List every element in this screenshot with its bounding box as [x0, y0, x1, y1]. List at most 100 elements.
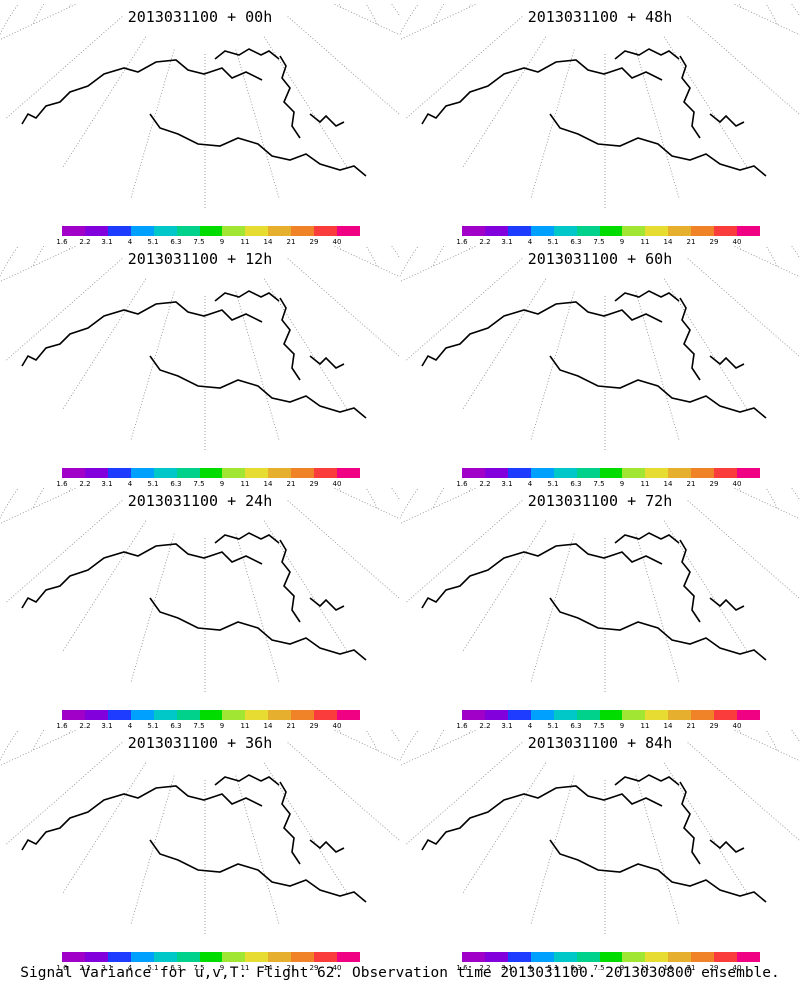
colorbar-tick-label: 9 — [619, 722, 625, 730]
variance-contour — [142, 98, 164, 114]
colorbar-tick-label: 14 — [263, 722, 273, 730]
colorbar-tick-label: 7.5 — [193, 480, 205, 488]
colorbar-swatch — [84, 952, 108, 962]
variance-contour — [685, 74, 721, 112]
variance-contour — [540, 780, 695, 782]
colorbar-tick-label: 4 — [127, 480, 133, 488]
colorbar-swatch — [645, 952, 669, 962]
coastline — [21, 774, 367, 903]
colorbar-swatch — [668, 226, 692, 236]
variance-contour — [180, 119, 232, 146]
colorbar-tick-label: 2.2 — [79, 238, 91, 246]
graticule — [0, 488, 400, 693]
graticule — [0, 730, 400, 935]
variance-contour — [550, 562, 620, 594]
colorbar-swatch — [576, 952, 600, 962]
colorbar-swatch — [268, 468, 292, 478]
variance-contour — [685, 316, 721, 354]
colorbar-swatch — [576, 468, 600, 478]
graticule — [400, 246, 800, 451]
forecast-panel: 2013031100 + 60h 1.6 2.2 3.1 4 5.1 6.3 7.5 9 11 14… — [400, 246, 800, 488]
figure-caption: Signal Variance for u,v,T. Flight 62. Ob… — [20, 965, 780, 981]
colorbar-tick-label: 29 — [709, 480, 719, 488]
colorbar-swatch — [462, 710, 485, 720]
variance-contour — [560, 555, 630, 591]
colorbar-tick-label: 14 — [663, 964, 673, 972]
variance-contour — [150, 822, 290, 873]
variance-contour — [560, 797, 630, 833]
colorbar-tick-label: 6.3 — [570, 722, 582, 730]
colorbar-swatch — [199, 226, 223, 236]
colorbar-swatch — [553, 952, 577, 962]
colorbar-tick-label: 29 — [709, 238, 719, 246]
colorbar-tick-label: 2.2 — [479, 238, 491, 246]
variance-contour — [160, 555, 230, 591]
colorbar-swatch — [553, 710, 577, 720]
colorbar-tick-label: 5.1 — [147, 480, 159, 488]
colorbar-swatch — [553, 226, 577, 236]
colorbar-tick-label: 40 — [332, 964, 342, 972]
colorbar-tick-label: 2.2 — [479, 480, 491, 488]
colorbar-tick-label: 11 — [240, 722, 250, 730]
variance-contour — [580, 603, 632, 630]
colorbar-tick-label: 6.3 — [170, 722, 182, 730]
colorbar-swatch — [737, 468, 760, 478]
colorbar-swatch — [530, 710, 554, 720]
variance-contour — [542, 582, 564, 598]
colorbar-swatch — [268, 952, 292, 962]
colorbar-swatch — [622, 226, 646, 236]
colorbar-tick-label: 7.5 — [193, 238, 205, 246]
colorbar-swatch — [668, 468, 692, 478]
colorbar-tick-label: 2.2 — [79, 480, 91, 488]
colorbar-tick-label: 5.1 — [547, 480, 559, 488]
variance-contour — [550, 793, 613, 831]
colorbar-labels: 1.6 2.2 3.1 4 5.1 6.3 7.5 9 11 14 21 29 40 — [56, 238, 366, 248]
colorbar-swatch — [507, 468, 531, 478]
colorbar-tick-label: 11 — [640, 238, 650, 246]
colorbar-tick-label: 7.5 — [593, 722, 605, 730]
variance-contour — [150, 338, 290, 389]
polar-map — [0, 730, 400, 935]
colorbar-swatch — [337, 226, 360, 236]
variance-contour — [180, 845, 232, 872]
colorbar-swatch — [714, 952, 738, 962]
coastline — [21, 290, 367, 419]
colorbar-tick-label: 11 — [240, 480, 250, 488]
colorbar-tick-label: 4 — [127, 964, 133, 972]
colorbar-swatch — [84, 710, 108, 720]
variance-contour — [540, 296, 695, 298]
colorbar-tick-label: 40 — [732, 722, 742, 730]
polar-map — [0, 488, 400, 693]
variance-contour — [160, 797, 230, 833]
colorbar-swatch — [62, 468, 85, 478]
polar-map — [400, 246, 800, 451]
polar-map — [400, 730, 800, 935]
variance-contour — [542, 824, 564, 840]
coastline — [21, 48, 367, 177]
colorbar-tick-label: 21 — [686, 722, 696, 730]
panel-title: 2013031100 + 48h — [527, 8, 673, 26]
colorbar-swatch — [291, 952, 315, 962]
colorbar-swatch — [691, 710, 715, 720]
colorbar-swatch — [222, 952, 246, 962]
variance-contour — [510, 304, 740, 396]
colorbar-swatch — [176, 952, 200, 962]
colorbar-swatch — [130, 952, 154, 962]
colorbar-swatch — [737, 952, 760, 962]
graticule — [400, 4, 800, 209]
colorbar-swatch — [130, 468, 154, 478]
colorbar-tick-label: 11 — [640, 480, 650, 488]
colorbar-swatch — [714, 468, 738, 478]
colorbar-swatch — [222, 226, 246, 236]
colorbar-tick-label: 5.1 — [547, 964, 559, 972]
variance-contour — [540, 54, 695, 56]
colorbar-tick-label: 3.1 — [101, 238, 113, 246]
panel-title: 2013031100 + 36h — [127, 734, 273, 752]
colorbar-tick-label: 1.6 — [56, 964, 68, 972]
colorbar-tick-label: 14 — [263, 238, 273, 246]
panel-title: 2013031100 + 12h — [127, 250, 273, 268]
colorbar — [62, 952, 360, 962]
colorbar-swatch — [153, 468, 177, 478]
variance-contour — [520, 531, 722, 540]
colorbar-swatch — [245, 226, 269, 236]
